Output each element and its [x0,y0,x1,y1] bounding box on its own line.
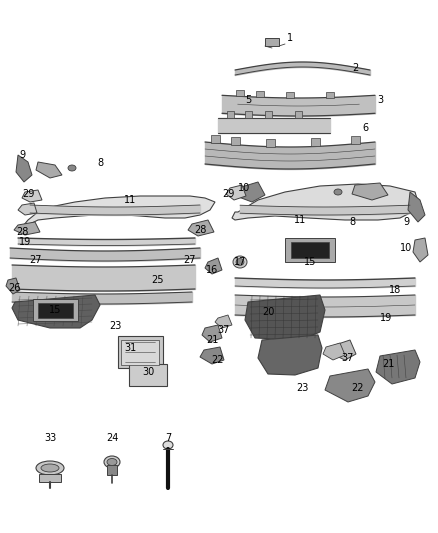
Text: 9: 9 [19,150,25,160]
Bar [230,136,240,144]
Ellipse shape [163,441,173,449]
Text: 31: 31 [124,343,136,353]
Bar [38,303,73,318]
Bar [39,474,61,482]
Text: 37: 37 [341,353,353,363]
Text: 33: 33 [44,433,56,443]
Polygon shape [226,185,246,200]
Text: 27: 27 [184,255,196,265]
Text: 10: 10 [400,243,412,253]
Polygon shape [236,182,265,202]
Text: 11: 11 [294,215,306,225]
Bar [326,92,334,98]
Ellipse shape [36,461,64,475]
Polygon shape [325,369,375,402]
Polygon shape [200,347,224,364]
Polygon shape [16,155,32,182]
Text: 23: 23 [109,321,121,331]
Bar [129,364,167,386]
Polygon shape [22,190,42,202]
Bar [291,242,329,258]
Text: 29: 29 [222,189,234,199]
Text: 26: 26 [8,283,20,293]
Text: 2: 2 [352,63,358,73]
Polygon shape [215,315,232,328]
Polygon shape [14,222,40,235]
Polygon shape [18,203,37,215]
Ellipse shape [104,456,120,468]
Text: 9: 9 [403,217,409,227]
Ellipse shape [233,256,247,268]
Ellipse shape [236,259,244,265]
Bar [350,136,360,144]
Text: 19: 19 [380,313,392,323]
Ellipse shape [107,458,117,465]
Bar [211,135,219,143]
Polygon shape [188,220,214,236]
Bar [226,110,233,117]
Text: 25: 25 [152,275,164,285]
Bar [244,110,251,117]
Text: 24: 24 [106,433,118,443]
Text: 5: 5 [245,95,251,105]
Ellipse shape [334,189,342,195]
Bar [265,110,272,117]
Polygon shape [258,335,322,375]
Polygon shape [6,278,20,294]
Text: 16: 16 [206,265,218,275]
Text: 21: 21 [382,359,394,369]
Polygon shape [408,192,425,222]
Text: 37: 37 [218,325,230,335]
Text: 20: 20 [262,307,274,317]
Text: 22: 22 [352,383,364,393]
Bar [265,38,279,46]
Text: 21: 21 [206,335,218,345]
Text: 10: 10 [238,183,250,193]
Bar [121,340,159,365]
Ellipse shape [68,165,76,171]
Text: 29: 29 [22,189,34,199]
Text: 22: 22 [212,355,224,365]
Text: 28: 28 [16,227,28,237]
Text: 19: 19 [19,237,31,247]
Text: 8: 8 [97,158,103,168]
Polygon shape [352,183,388,200]
Text: 18: 18 [389,285,401,295]
Text: 6: 6 [362,123,368,133]
Polygon shape [245,295,325,340]
Text: 11: 11 [124,195,136,205]
Bar [32,299,78,321]
Polygon shape [12,295,100,328]
Text: 30: 30 [142,367,154,377]
Polygon shape [36,162,62,178]
Polygon shape [202,325,222,342]
Bar [311,139,319,147]
Polygon shape [18,196,215,232]
Ellipse shape [41,464,59,472]
Text: 1: 1 [287,33,293,43]
Text: 15: 15 [49,305,61,315]
Bar [265,139,275,147]
Text: 8: 8 [349,217,355,227]
Text: 27: 27 [29,255,41,265]
Polygon shape [205,258,222,274]
Bar [236,90,244,96]
Bar [294,110,301,117]
Text: 28: 28 [194,225,206,235]
Polygon shape [376,350,420,384]
Polygon shape [332,340,356,360]
Text: 15: 15 [304,257,316,267]
Polygon shape [323,343,345,360]
Text: 7: 7 [165,433,171,443]
Text: 17: 17 [234,257,246,267]
Polygon shape [232,184,418,220]
Bar [286,92,294,98]
Text: 3: 3 [377,95,383,105]
Bar [117,336,162,368]
Bar [256,91,264,97]
Text: 23: 23 [296,383,308,393]
Bar [107,465,117,475]
Bar [285,238,335,262]
Polygon shape [413,238,428,262]
